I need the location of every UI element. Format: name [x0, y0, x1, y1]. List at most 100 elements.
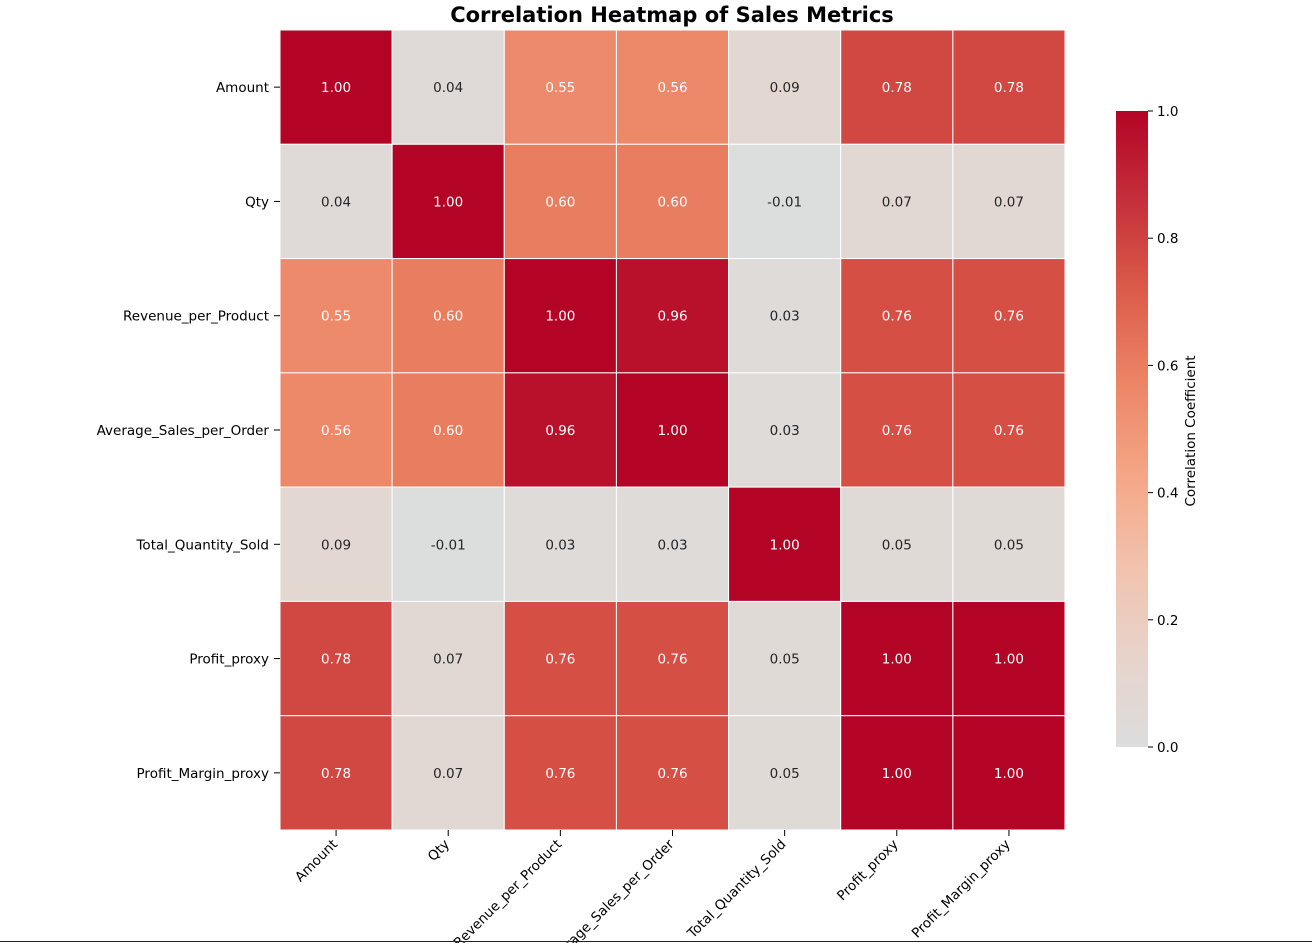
heatmap-cell: [952, 600, 1066, 717]
heatmap-cell: [728, 715, 842, 831]
cell-value-label: 0.76: [882, 309, 912, 325]
heatmap-cell: [391, 372, 505, 488]
colorbar: 0.0 0.2 0.4 0.6 0.8 1.0 Correlation Coefficie…: [1116, 104, 1199, 756]
heatmap-cell: [952, 143, 1066, 260]
cell-value-label: 0.78: [321, 766, 351, 782]
heatmap-cell: [503, 258, 617, 374]
heatmap-cell: [503, 143, 617, 260]
heatmap-cell: [279, 143, 393, 260]
colorbar-tick-label: 0.2: [1157, 613, 1178, 629]
heatmap-cell: [840, 143, 954, 260]
heatmap-cell: [952, 258, 1066, 374]
cell-value-label: 0.78: [994, 80, 1024, 96]
heatmap-cell: [615, 715, 730, 831]
heatmap-cell: [728, 143, 842, 260]
cell-value-label: 0.05: [770, 766, 800, 782]
heatmap-cell: [503, 486, 617, 602]
heatmap-cell: [279, 486, 393, 602]
x-axis: Amount QtyRevenue_per_ProductAverage_Sale…: [292, 830, 1014, 947]
y-tick-label-amount: Amount: [216, 80, 269, 96]
colorbar-tick-label: 1.0: [1157, 104, 1178, 120]
cell-value-label: 1.00: [994, 652, 1024, 668]
cell-value-label: -0.01: [431, 537, 466, 553]
cell-value-label: 0.76: [994, 423, 1024, 439]
y-tick-label-profit-margin-proxy: Profit_Margin_proxy: [137, 766, 269, 782]
heatmap-cell: [279, 600, 393, 717]
cell-value-label: 0.76: [882, 423, 912, 439]
chart-title: Correlation Heatmap of Sales Metrics: [450, 3, 894, 27]
cell-value-label: 0.07: [882, 194, 912, 210]
y-tick-label-average-sales-per-order: Average_Sales_per_Order: [97, 423, 270, 439]
cell-value-label: 1.00: [657, 423, 687, 439]
y-tick-label-profit-proxy: Profit_proxy: [189, 652, 269, 668]
cell-value-label: 0.60: [545, 194, 575, 210]
y-tick-label-total-quantity-sold: Total_Quantity_Sold: [135, 537, 269, 553]
heatmap-cell: [840, 372, 954, 488]
colorbar-tick-label: 0.0: [1157, 740, 1178, 756]
cell-value-label: 1.00: [770, 537, 800, 553]
heatmap-cell: [615, 372, 730, 488]
heatmap-cell: [728, 600, 842, 717]
heatmap-cell: [840, 715, 954, 831]
cell-value-label: 1.00: [433, 194, 463, 210]
cell-value-label: 1.00: [882, 652, 912, 668]
colorbar-tick-label: 0.6: [1157, 358, 1178, 374]
y-axis: Amount Qty Revenue_per_Product Average_Sale…: [97, 80, 280, 782]
heatmap-grid: 1.00 0.04 0.55 0.56 0.09 0.78 0.78 0.04 1.00 0.60…: [279, 29, 1066, 831]
cell-value-label: 0.07: [994, 194, 1024, 210]
cell-value-label: 0.76: [657, 766, 687, 782]
cell-value-label: 0.76: [545, 652, 575, 668]
cell-value-label: 0.03: [770, 309, 800, 325]
cell-value-label: 0.09: [770, 80, 800, 96]
heatmap-cell: [391, 258, 505, 374]
cell-value-label: 0.76: [994, 309, 1024, 325]
cell-value-label: 0.07: [433, 652, 463, 668]
heatmap-cell: [615, 258, 730, 374]
heatmap-cell: [391, 29, 505, 145]
heatmap-cell: [279, 715, 393, 831]
cell-value-label: 0.03: [770, 423, 800, 439]
cell-value-label: 0.09: [321, 537, 351, 553]
cell-value-label: 0.60: [657, 194, 687, 210]
cell-value-label: 0.96: [545, 423, 575, 439]
colorbar-tick-label: 0.4: [1157, 486, 1178, 502]
cell-value-label: 0.60: [433, 309, 463, 325]
heatmap-cell: [728, 29, 842, 145]
heatmap-cell: [615, 600, 730, 717]
x-tick-label-average-sales-per-order: Average_Sales_per_Order: [544, 836, 678, 943]
colorbar-gradient: [1116, 111, 1148, 747]
heatmap-cell: [952, 486, 1066, 602]
x-tick-label-amount: Amount: [292, 837, 341, 886]
cell-value-label: 0.05: [882, 537, 912, 553]
cell-value-label: -0.01: [767, 194, 802, 210]
cell-value-label: 0.07: [433, 766, 463, 782]
x-tick-label-revenue-per-product: Revenue_per_Product: [451, 837, 566, 943]
cell-value-label: 0.05: [994, 537, 1024, 553]
cell-value-label: 0.60: [433, 423, 463, 439]
bottom-rule: [0, 941, 1312, 942]
cell-value-label: 0.55: [545, 80, 575, 96]
colorbar-tick-label: 0.8: [1157, 231, 1178, 247]
cell-value-label: 0.76: [545, 766, 575, 782]
cell-value-label: 0.56: [321, 423, 351, 439]
y-tick-label-revenue-per-product: Revenue_per_Product: [123, 309, 269, 325]
heatmap-cell: [391, 600, 505, 717]
heatmap-cell: [503, 600, 617, 717]
cell-value-label: 0.55: [321, 309, 351, 325]
heatmap-cell: [503, 29, 617, 145]
cell-value-label: 1.00: [321, 80, 351, 96]
cell-value-label: 0.04: [321, 194, 351, 210]
y-tick-label-qty: Qty: [245, 194, 269, 210]
cell-value-label: 0.78: [882, 80, 912, 96]
cell-value-label: 0.05: [770, 652, 800, 668]
cell-value-label: 0.03: [657, 537, 687, 553]
cell-value-label: 0.78: [321, 652, 351, 668]
heatmap-cell: [279, 258, 393, 374]
cell-value-label: 0.76: [657, 652, 687, 668]
x-tick-label-qty: Qty: [425, 837, 453, 865]
heatmap-cell: [279, 29, 393, 145]
heatmap-cell: [615, 29, 730, 145]
x-tick-label-total-quantity-sold: Total_Quantity_Sold: [684, 837, 790, 943]
